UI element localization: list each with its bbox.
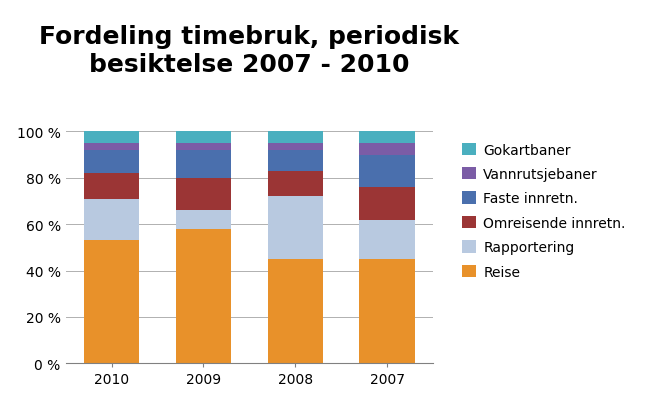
Bar (268, 171, 323, 197)
Bar (359, 144, 415, 155)
Bar (84, 132, 139, 144)
Bar (268, 132, 323, 144)
Bar (84, 174, 139, 199)
Bar (268, 151, 323, 171)
Bar (84, 241, 139, 363)
Legend: Gokartbaner, Vannrutsjebaner, Faste innretn., Omreisende innretn., Rapportering,: Gokartbaner, Vannrutsjebaner, Faste innr… (459, 139, 630, 283)
Bar (268, 197, 323, 259)
Bar (359, 220, 415, 259)
Bar (359, 259, 415, 363)
Bar (359, 155, 415, 188)
Bar (176, 144, 231, 151)
Bar (359, 188, 415, 220)
Bar (268, 144, 323, 151)
Bar (84, 144, 139, 151)
Bar (359, 132, 415, 144)
Bar (84, 199, 139, 241)
Bar (176, 211, 231, 229)
Bar (176, 178, 231, 211)
Bar (84, 151, 139, 174)
Bar (176, 151, 231, 178)
Text: Fordeling timebruk, periodisk
besiktelse 2007 - 2010: Fordeling timebruk, periodisk besiktelse… (39, 25, 459, 76)
Bar (176, 229, 231, 363)
Bar (268, 259, 323, 363)
Bar (176, 132, 231, 144)
